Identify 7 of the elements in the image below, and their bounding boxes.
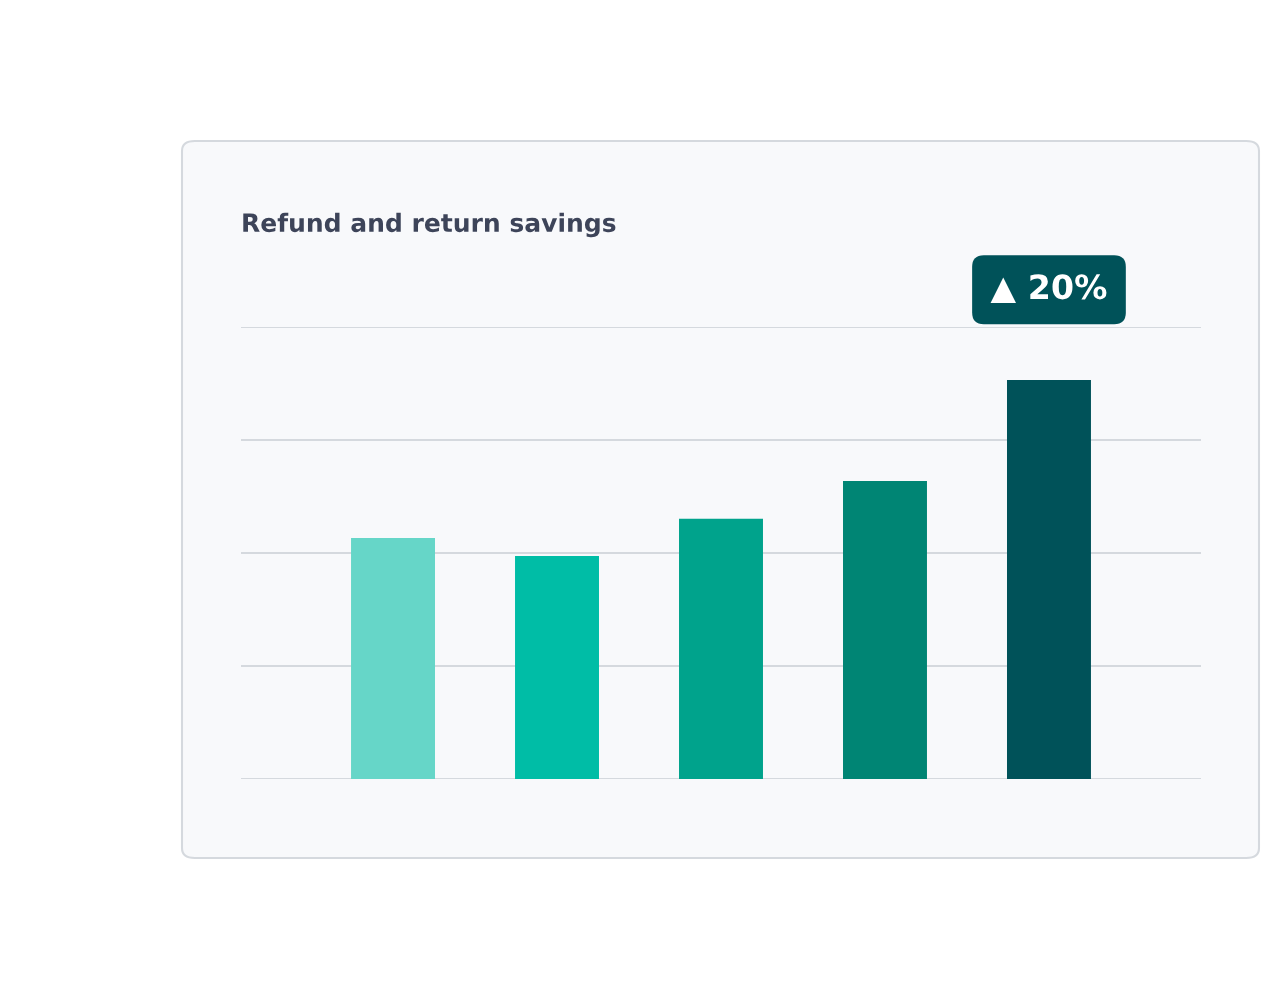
bar	[515, 555, 599, 779]
bar	[1007, 380, 1091, 779]
bar	[679, 518, 763, 779]
bar	[351, 538, 435, 779]
bar	[843, 480, 927, 779]
text: ▲ 20%	[990, 274, 1107, 304]
chart-title: Refund and return savings	[243, 212, 616, 238]
